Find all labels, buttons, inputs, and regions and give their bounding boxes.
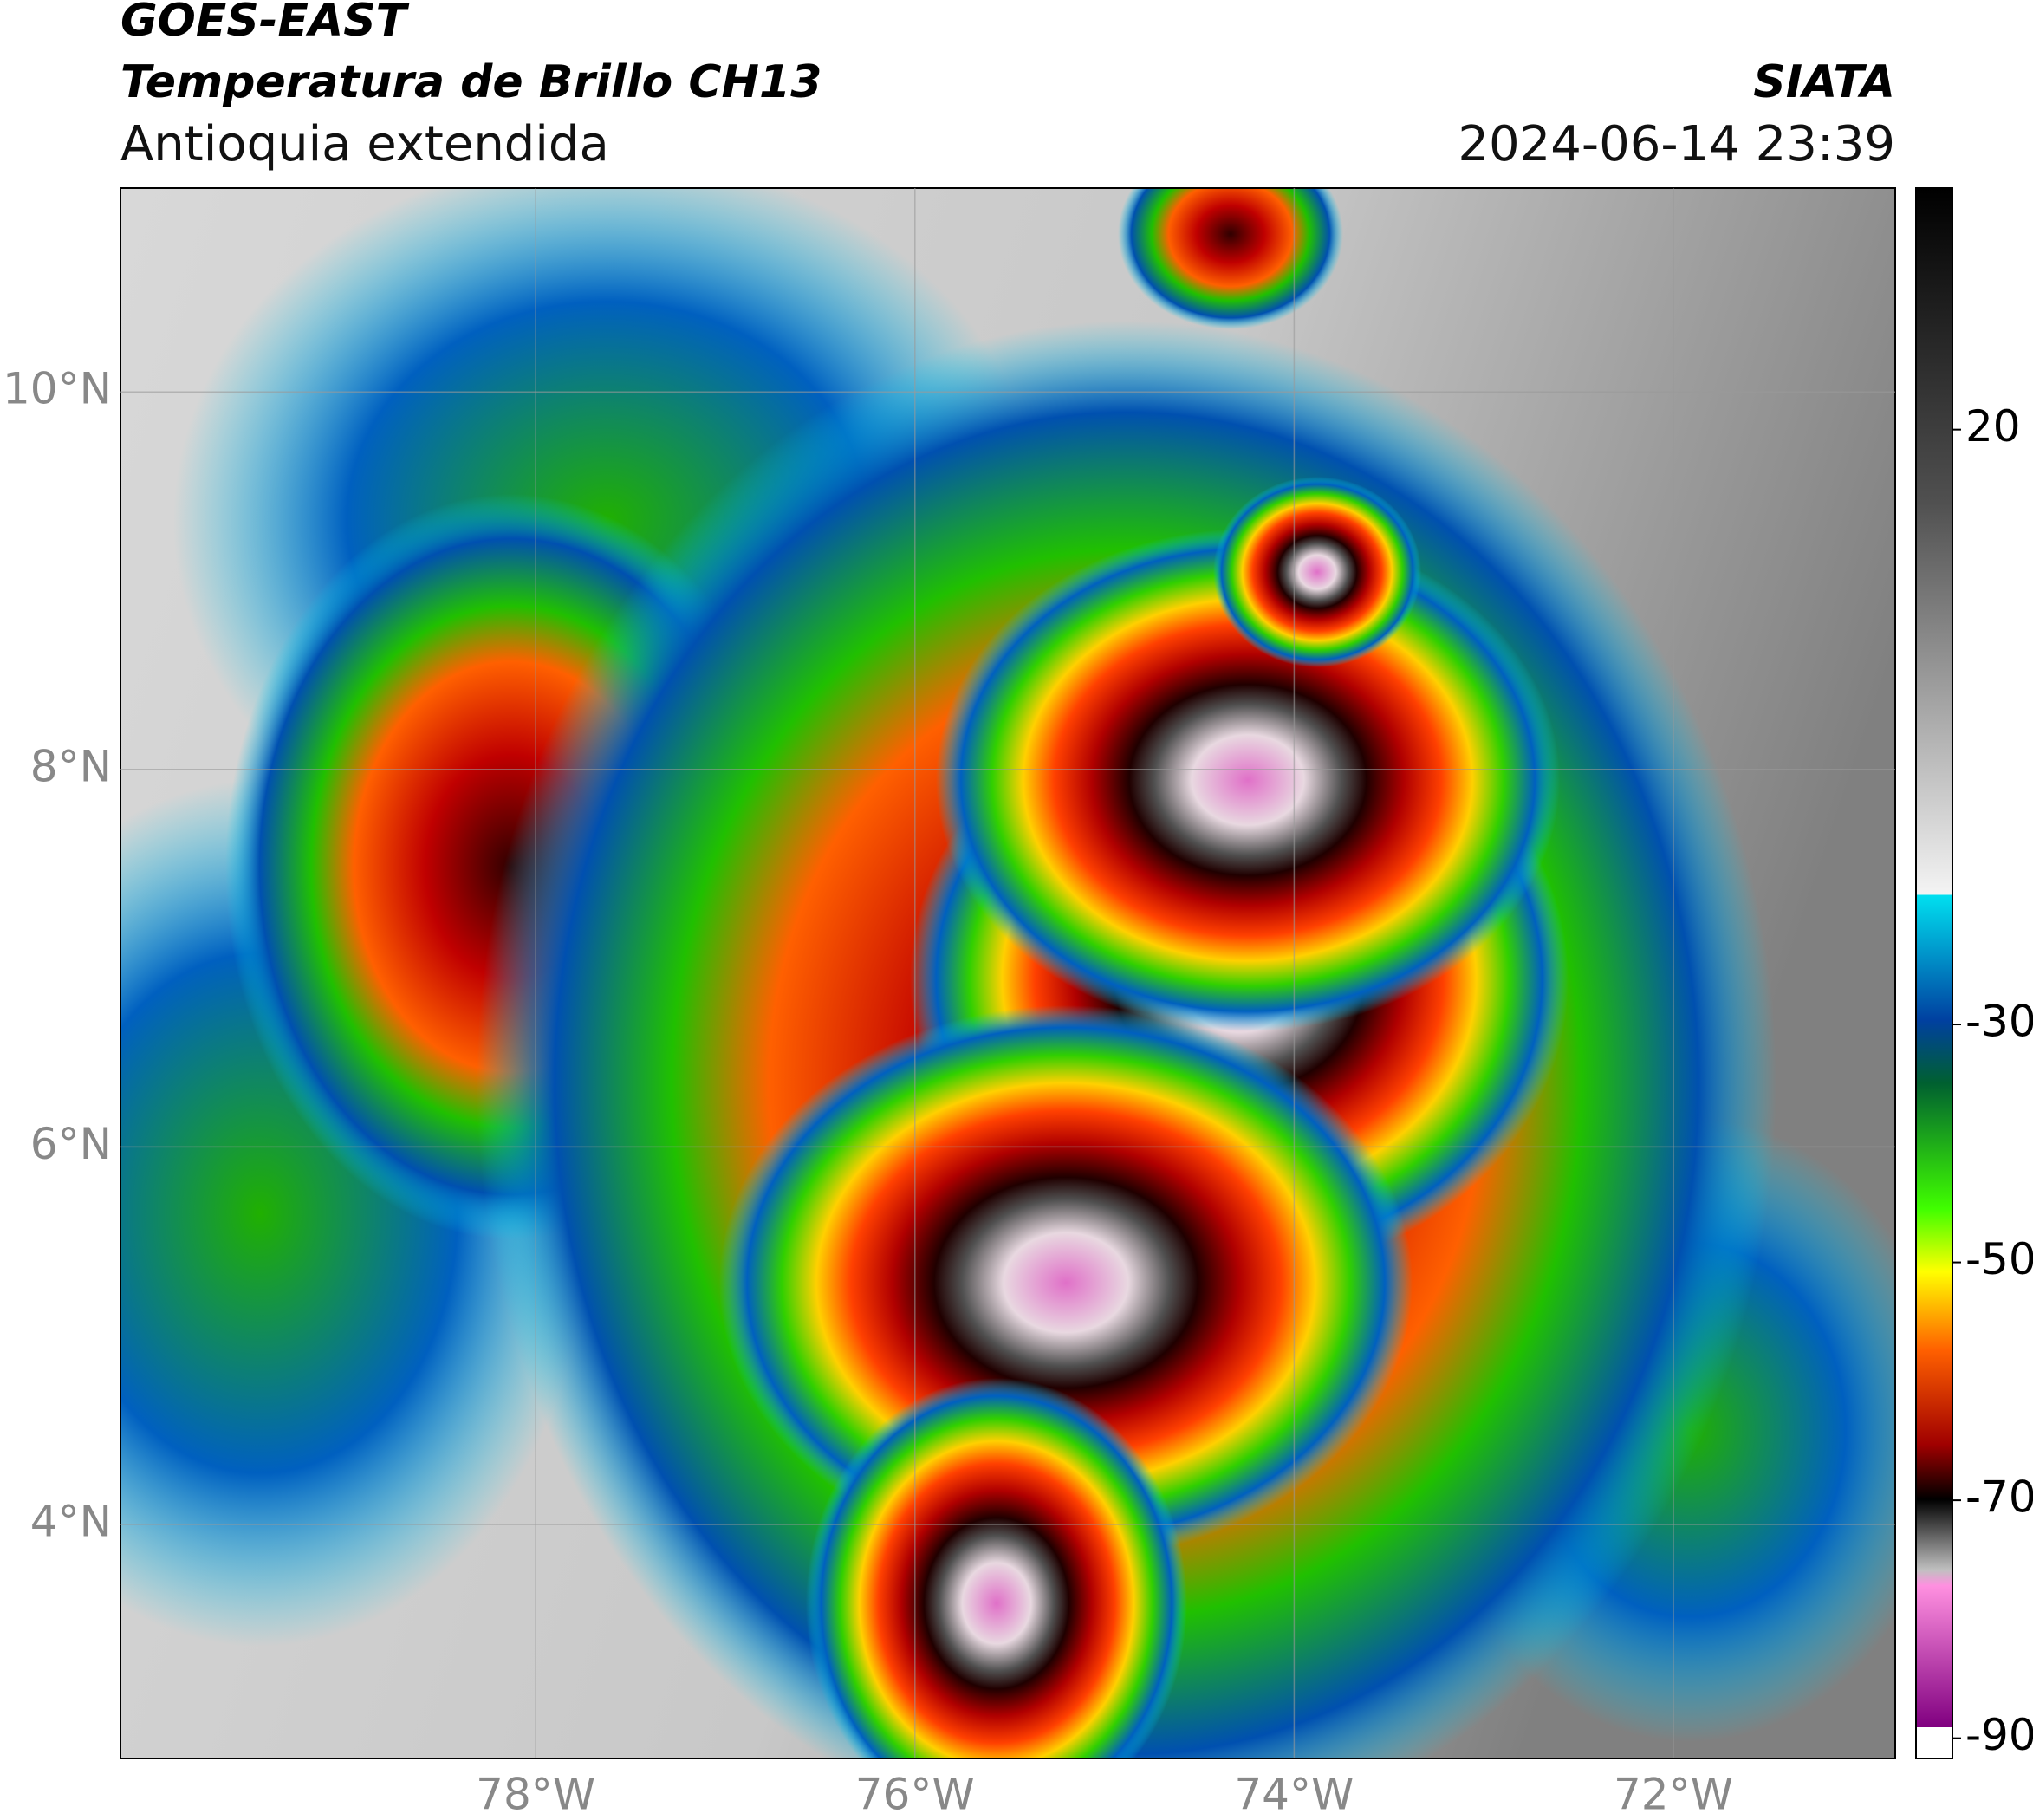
y-tick-label: 6°N <box>30 1119 112 1169</box>
colorbar-tick-label: -30 <box>1965 997 2033 1047</box>
cloud <box>1118 188 1343 329</box>
cloud <box>806 1378 1187 1758</box>
colorbar-tick-label: -50 <box>1965 1234 2033 1284</box>
colorbar-tick-label: 20 <box>1965 401 2021 452</box>
y-tick-label: 4°N <box>30 1496 112 1546</box>
region: Antioquia extendida <box>120 116 609 172</box>
x-tick-label: 74°W <box>1234 1770 1354 1820</box>
x-tick-label: 78°W <box>476 1770 595 1820</box>
cloud <box>1213 477 1421 667</box>
colorbar-tick-label: -70 <box>1965 1472 2033 1523</box>
title: GOES-EAST <box>120 0 410 47</box>
datetime: 2024-06-14 23:39 <box>1458 116 1895 172</box>
map-frame <box>120 187 1896 1759</box>
x-tick-label: 72°W <box>1614 1770 1733 1820</box>
y-tick-label: 8°N <box>30 741 112 791</box>
colorbar <box>1915 187 1953 1759</box>
y-tick-label: 10°N <box>3 364 112 414</box>
x-tick-label: 76°W <box>855 1770 975 1820</box>
subtitle: Temperatura de Brillo CH13 <box>120 56 822 108</box>
imagery <box>120 188 1895 1758</box>
colorbar-tick-label: -90 <box>1965 1710 2033 1760</box>
cloud <box>936 529 1560 1031</box>
source: SIATA <box>1753 56 1895 108</box>
